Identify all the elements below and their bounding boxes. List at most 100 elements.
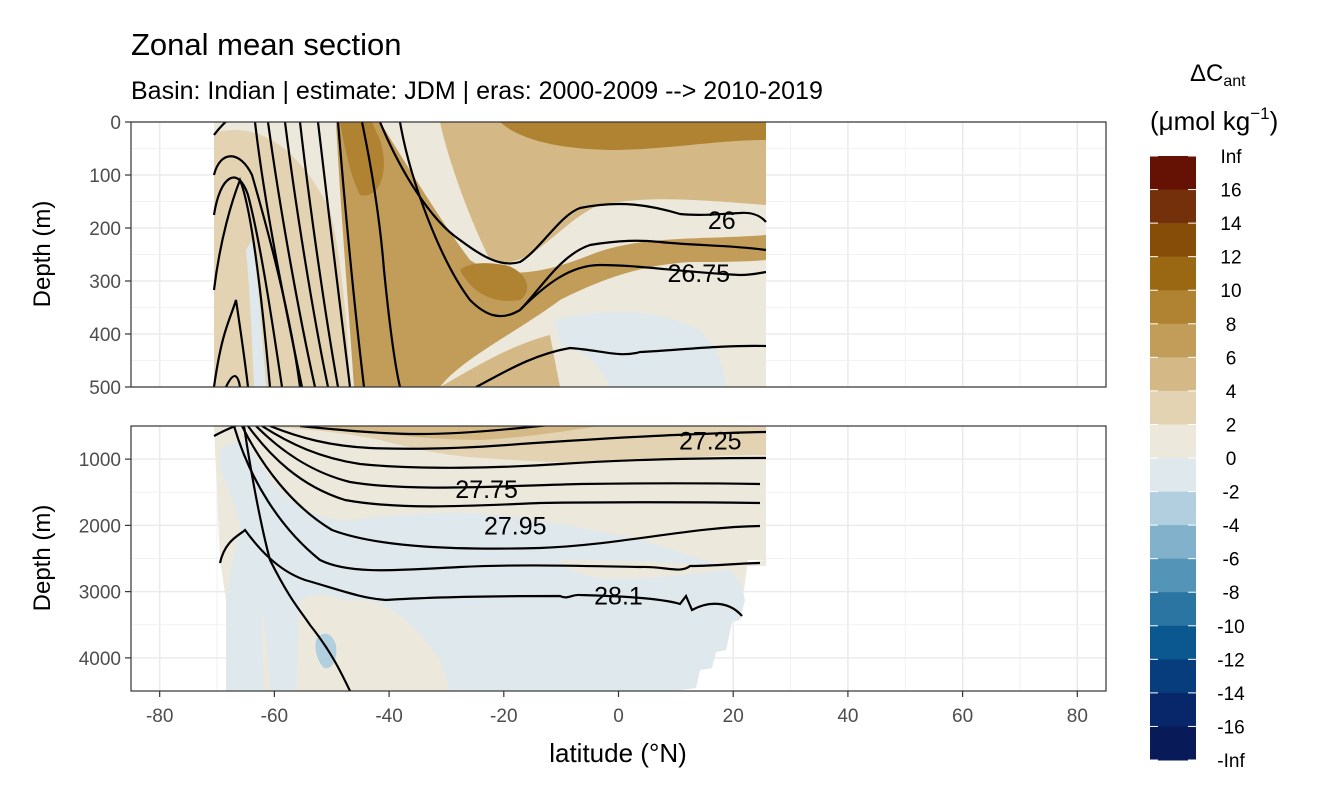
legend-unit-sup: −1: [1250, 104, 1269, 123]
legend-swatch: [1150, 357, 1196, 392]
top-y-tick-label: 100: [89, 166, 121, 187]
legend-label: 4: [1226, 382, 1237, 403]
legend-label: -4: [1223, 516, 1240, 537]
bottom-panel-y-ticks: 1000 2000 3000 4000: [79, 450, 131, 670]
top-fill-negative-pool: [555, 311, 725, 387]
legend-swatch: [1150, 458, 1196, 493]
legend-swatch: [1150, 223, 1196, 258]
isopycnal-label: 27.25: [679, 428, 742, 456]
legend-swatch: [1150, 558, 1196, 593]
x-tick-label: 40: [837, 706, 858, 727]
legend-swatch: [1150, 692, 1196, 727]
x-axis: -80 -60 -40 -20 0 20 40 60 80: [146, 691, 1088, 727]
bottom-isopycnal-4: [261, 426, 767, 469]
legend-swatch: [1150, 256, 1196, 291]
x-tick-label: 20: [723, 706, 744, 727]
bottom-isopycnal-10: [242, 426, 351, 691]
legend-title: ΔCant: [1190, 60, 1246, 90]
x-tick-label: 80: [1067, 706, 1088, 727]
bottom-panel-contour-labels: 27.25 27.75 27.95 28.1: [455, 428, 741, 611]
isopycnal-label: 27.75: [455, 476, 518, 504]
bottom-isopycnal-3: [269, 426, 767, 450]
legend-unit: (μmol kg−1): [1150, 104, 1278, 136]
top-isopycnal-12: [336, 122, 366, 387]
legend-unit-close: ): [1270, 106, 1279, 136]
top-y-axis-label: Depth (m): [29, 201, 56, 308]
top-fill-brown-dark-3: [500, 122, 766, 150]
legend-label: 10: [1220, 281, 1241, 302]
x-tick-label: -60: [261, 706, 288, 727]
legend-title-main: ΔC: [1190, 60, 1223, 87]
top-isopycnal-6: [225, 375, 242, 387]
top-fill-brown-column: [336, 122, 766, 263]
bottom-isopycnal-2: [299, 426, 552, 436]
top-y-tick-label: 500: [89, 378, 121, 399]
top-isopycnal-10: [298, 122, 340, 387]
top-isopycnal-14: [378, 122, 767, 265]
legend-label: -10: [1217, 617, 1244, 638]
top-isopycnal-16: [519, 263, 767, 311]
legend-label: 6: [1226, 348, 1237, 369]
x-tick-label: 0: [613, 706, 624, 727]
legend-label: -16: [1217, 717, 1244, 738]
x-axis-label: latitude (°N): [549, 738, 687, 768]
top-isopycnal-15: [398, 122, 767, 318]
top-panel-isopycnals: [212, 122, 767, 387]
legend-label: -8: [1223, 583, 1240, 604]
top-fill-lower-tan: [440, 335, 560, 387]
bottom-panel-fill: [214, 426, 766, 691]
bottom-panel: 1000 2000 3000 4000 27.25 27.75 27.95 28.1 Dep…: [29, 425, 1107, 692]
top-y-tick-label: 400: [89, 325, 121, 346]
bottom-y-axis-label: Depth (m): [29, 505, 56, 612]
top-panel-border: [130, 121, 1107, 388]
top-panel-contour-labels: 26 26.75: [668, 207, 736, 288]
bottom-isopycnal-5: [255, 426, 761, 489]
isopycnal-label: 26: [708, 207, 736, 235]
isopycnal-label: 27.95: [484, 512, 547, 540]
top-y-tick-label: 200: [89, 219, 121, 240]
x-tick-label: 60: [952, 706, 973, 727]
legend-label: 0: [1226, 449, 1237, 470]
top-isopycnal-1: [213, 122, 228, 136]
chart-subtitle: Basin: Indian | estimate: JDM | eras: 20…: [131, 77, 823, 105]
legend-label: -6: [1223, 550, 1240, 571]
bottom-isopycnal-1: [213, 426, 238, 437]
legend-label: -2: [1223, 483, 1240, 504]
bottom-fill-light-blue-spot: [315, 633, 337, 669]
legend-unit-main: (μmol kg: [1150, 106, 1250, 136]
legend-swatch: [1150, 189, 1196, 224]
top-y-tick-label: 0: [110, 113, 121, 134]
legend-label: 8: [1226, 315, 1237, 336]
top-panel-fill: [214, 122, 766, 387]
top-panel: 0 100 200 300 400 500 26 26.75 Depth (m): [29, 113, 1107, 399]
bottom-y-tick-label: 3000: [79, 583, 121, 604]
top-isopycnal-7: [253, 122, 304, 387]
legend-swatch: [1150, 323, 1196, 358]
legend-swatch: [1150, 659, 1196, 694]
top-isopycnal-3: [212, 176, 284, 387]
legend: ΔCant (μmol kg−1) Inf 16 14 12 10 8 6 4 2 0 -2 -4 -6…: [1150, 60, 1278, 772]
legend-swatch: [1150, 424, 1196, 459]
legend-swatch: [1150, 491, 1196, 526]
x-tick-label: -40: [375, 706, 402, 727]
top-fill-brown-dark-2: [460, 263, 528, 301]
legend-swatch: [1150, 156, 1196, 191]
legend-swatch: [1150, 625, 1196, 660]
bottom-panel-isopycnals: [213, 426, 767, 691]
bottom-isopycnal-8: [232, 426, 761, 572]
x-tick-label: -80: [146, 706, 173, 727]
bottom-y-tick-label: 1000: [79, 450, 121, 471]
top-isopycnal-11: [316, 122, 352, 387]
top-y-tick-label: 300: [89, 272, 121, 293]
bottom-isopycnal-7: [241, 426, 761, 550]
isopycnal-label: 26.75: [668, 260, 731, 288]
bottom-y-tick-label: 2000: [79, 516, 121, 537]
isopycnal-label: 28.1: [594, 583, 643, 611]
bottom-y-tick-label: 4000: [79, 649, 121, 670]
top-panel-y-ticks: 0 100 200 300 400 500: [89, 113, 131, 399]
legend-label: 14: [1220, 214, 1242, 235]
legend-label: 12: [1220, 248, 1241, 269]
legend-label: -Inf: [1217, 751, 1245, 772]
legend-label: Inf: [1220, 147, 1242, 168]
